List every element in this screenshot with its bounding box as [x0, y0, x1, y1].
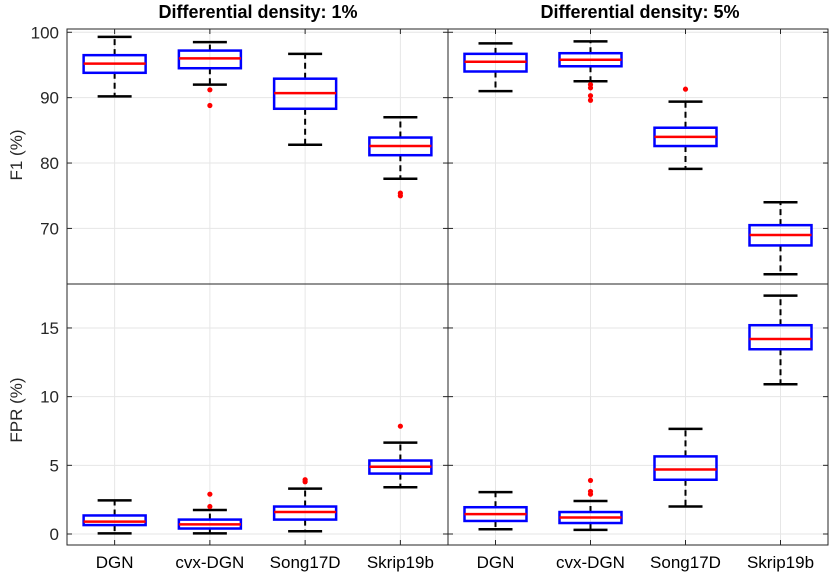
axes-frame-layer — [66, 28, 829, 546]
outlier-point — [207, 491, 213, 497]
outlier-point — [207, 503, 213, 510]
outlier-point — [397, 423, 403, 429]
x-category-label: DGN — [477, 553, 515, 572]
box-iqr — [82, 514, 147, 527]
panel-frame — [66, 283, 449, 546]
y-tick-label: 100 — [31, 23, 59, 42]
outlier-point — [682, 86, 689, 92]
panel-frame — [66, 28, 449, 285]
x-category-label: cvx-DGN — [556, 553, 625, 572]
x-category-label: Song17D — [270, 553, 341, 572]
x-category-label: Song17D — [650, 553, 721, 572]
y-tick-label: 15 — [40, 319, 59, 338]
panel-frame — [447, 283, 829, 546]
box-iqr — [748, 323, 813, 351]
outlier-point — [587, 97, 594, 103]
x-category-label: Skrip19b — [367, 553, 434, 572]
column-title-5pct: Differential density: 5% — [540, 2, 739, 22]
x-category-label: cvx-DGN — [175, 553, 244, 572]
outlier-point — [587, 93, 594, 99]
y-tick-label: 90 — [40, 89, 59, 108]
outlier-point — [397, 193, 403, 199]
outlier-point — [587, 491, 594, 497]
outlier-point — [302, 479, 308, 485]
column-title-1pct: Differential density: 1% — [158, 2, 357, 22]
y-axis-label-f1: F1 (%) — [7, 130, 26, 181]
outlier-point — [587, 85, 594, 91]
box-iqr — [653, 455, 718, 481]
y-tick-label: 0 — [50, 525, 59, 544]
y-axis-label-fpr: FPR (%) — [7, 377, 26, 442]
y-tick-label: 80 — [40, 154, 59, 173]
box-marks-layer — [82, 35, 813, 535]
label-layer: Differential density: 1% Differential de… — [7, 2, 814, 572]
x-category-label: Skrip19b — [747, 553, 814, 572]
y-tick-label: 5 — [50, 456, 59, 475]
outlier-point — [207, 87, 213, 93]
x-category-label: DGN — [96, 553, 134, 572]
y-tick-label: 10 — [40, 388, 59, 407]
y-tick-label: 70 — [40, 219, 59, 238]
outlier-point — [587, 477, 594, 484]
outlier-point — [207, 102, 213, 109]
